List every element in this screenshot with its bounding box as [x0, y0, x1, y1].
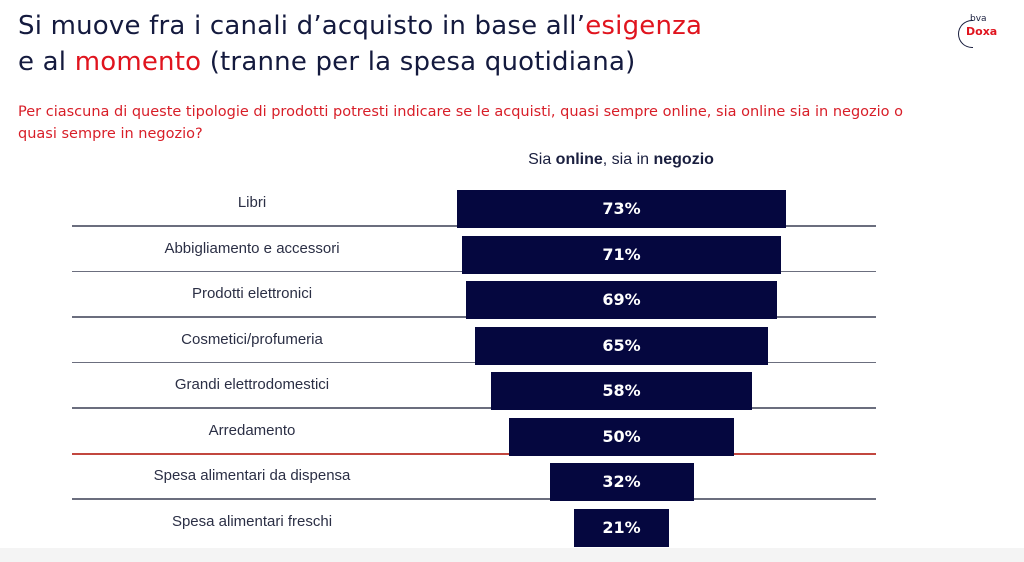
category-label: Abbigliamento e accessori: [164, 239, 340, 257]
category-label: Libri: [237, 194, 267, 211]
bva-doxa-logo: bva Doxa: [958, 14, 1002, 48]
title-text: e al: [18, 47, 75, 77]
bar-value-label: 73%: [602, 199, 641, 218]
bar: 32%: [549, 463, 694, 501]
title-text: (tranne per la spesa quotidiana): [201, 47, 636, 77]
title-line-1: Si muove fra i canali d’acquisto in base…: [18, 8, 898, 44]
bar-value-label: 58%: [602, 381, 641, 400]
bar-value-label: 71%: [602, 244, 641, 264]
bar: 69%: [466, 281, 777, 319]
series-header-text: , sia in: [602, 151, 654, 168]
title-highlight-esigenza: esigenza: [585, 11, 703, 41]
category-label: Spesa alimentari da dispensa: [153, 467, 351, 484]
title-highlight-momento: momento: [74, 47, 202, 77]
category-label: Grandi elettrodomestici: [174, 376, 330, 393]
category-label: Arredamento: [208, 421, 296, 439]
category-label: Prodotti elettronici: [191, 285, 313, 302]
row-separator-line: [72, 407, 876, 409]
series-header-text: Sia: [528, 151, 556, 168]
bar-value-label: 69%: [602, 290, 641, 309]
title-line-2: e al momento (tranne per la spesa quotid…: [18, 44, 898, 80]
bottom-strip: [0, 548, 1024, 562]
title-text: Si muove fra i canali d’acquisto in base…: [18, 11, 586, 41]
bar: 71%: [461, 235, 782, 274]
series-header: Sia online, sia in negozio: [440, 151, 802, 169]
series-header-online: online: [555, 151, 603, 168]
category-label: Spesa alimentari freschi: [171, 512, 333, 530]
survey-question: Per ciascuna di queste tipologie di prod…: [18, 104, 904, 142]
bar: 50%: [509, 417, 734, 456]
bar: 21%: [574, 508, 669, 547]
row-separator-line: [72, 498, 876, 500]
page-title: Si muove fra i canali d’acquisto in base…: [18, 8, 898, 80]
bar: 65%: [475, 326, 768, 365]
bar-value-label: 32%: [602, 472, 641, 491]
series-header-negozio: negozio: [653, 151, 714, 168]
bar: 73%: [457, 190, 786, 228]
logo-bva-text: bva: [970, 14, 987, 24]
category-label: Cosmetici/profumeria: [181, 330, 323, 348]
bar-value-label: 50%: [602, 426, 641, 446]
bar-value-label: 21%: [602, 517, 641, 537]
row-separator-line: [72, 361, 876, 363]
bar: 58%: [491, 372, 752, 410]
logo-doxa-text: Doxa: [966, 25, 998, 38]
bar-value-label: 65%: [602, 335, 641, 355]
highlight-separator-line: [72, 452, 876, 455]
